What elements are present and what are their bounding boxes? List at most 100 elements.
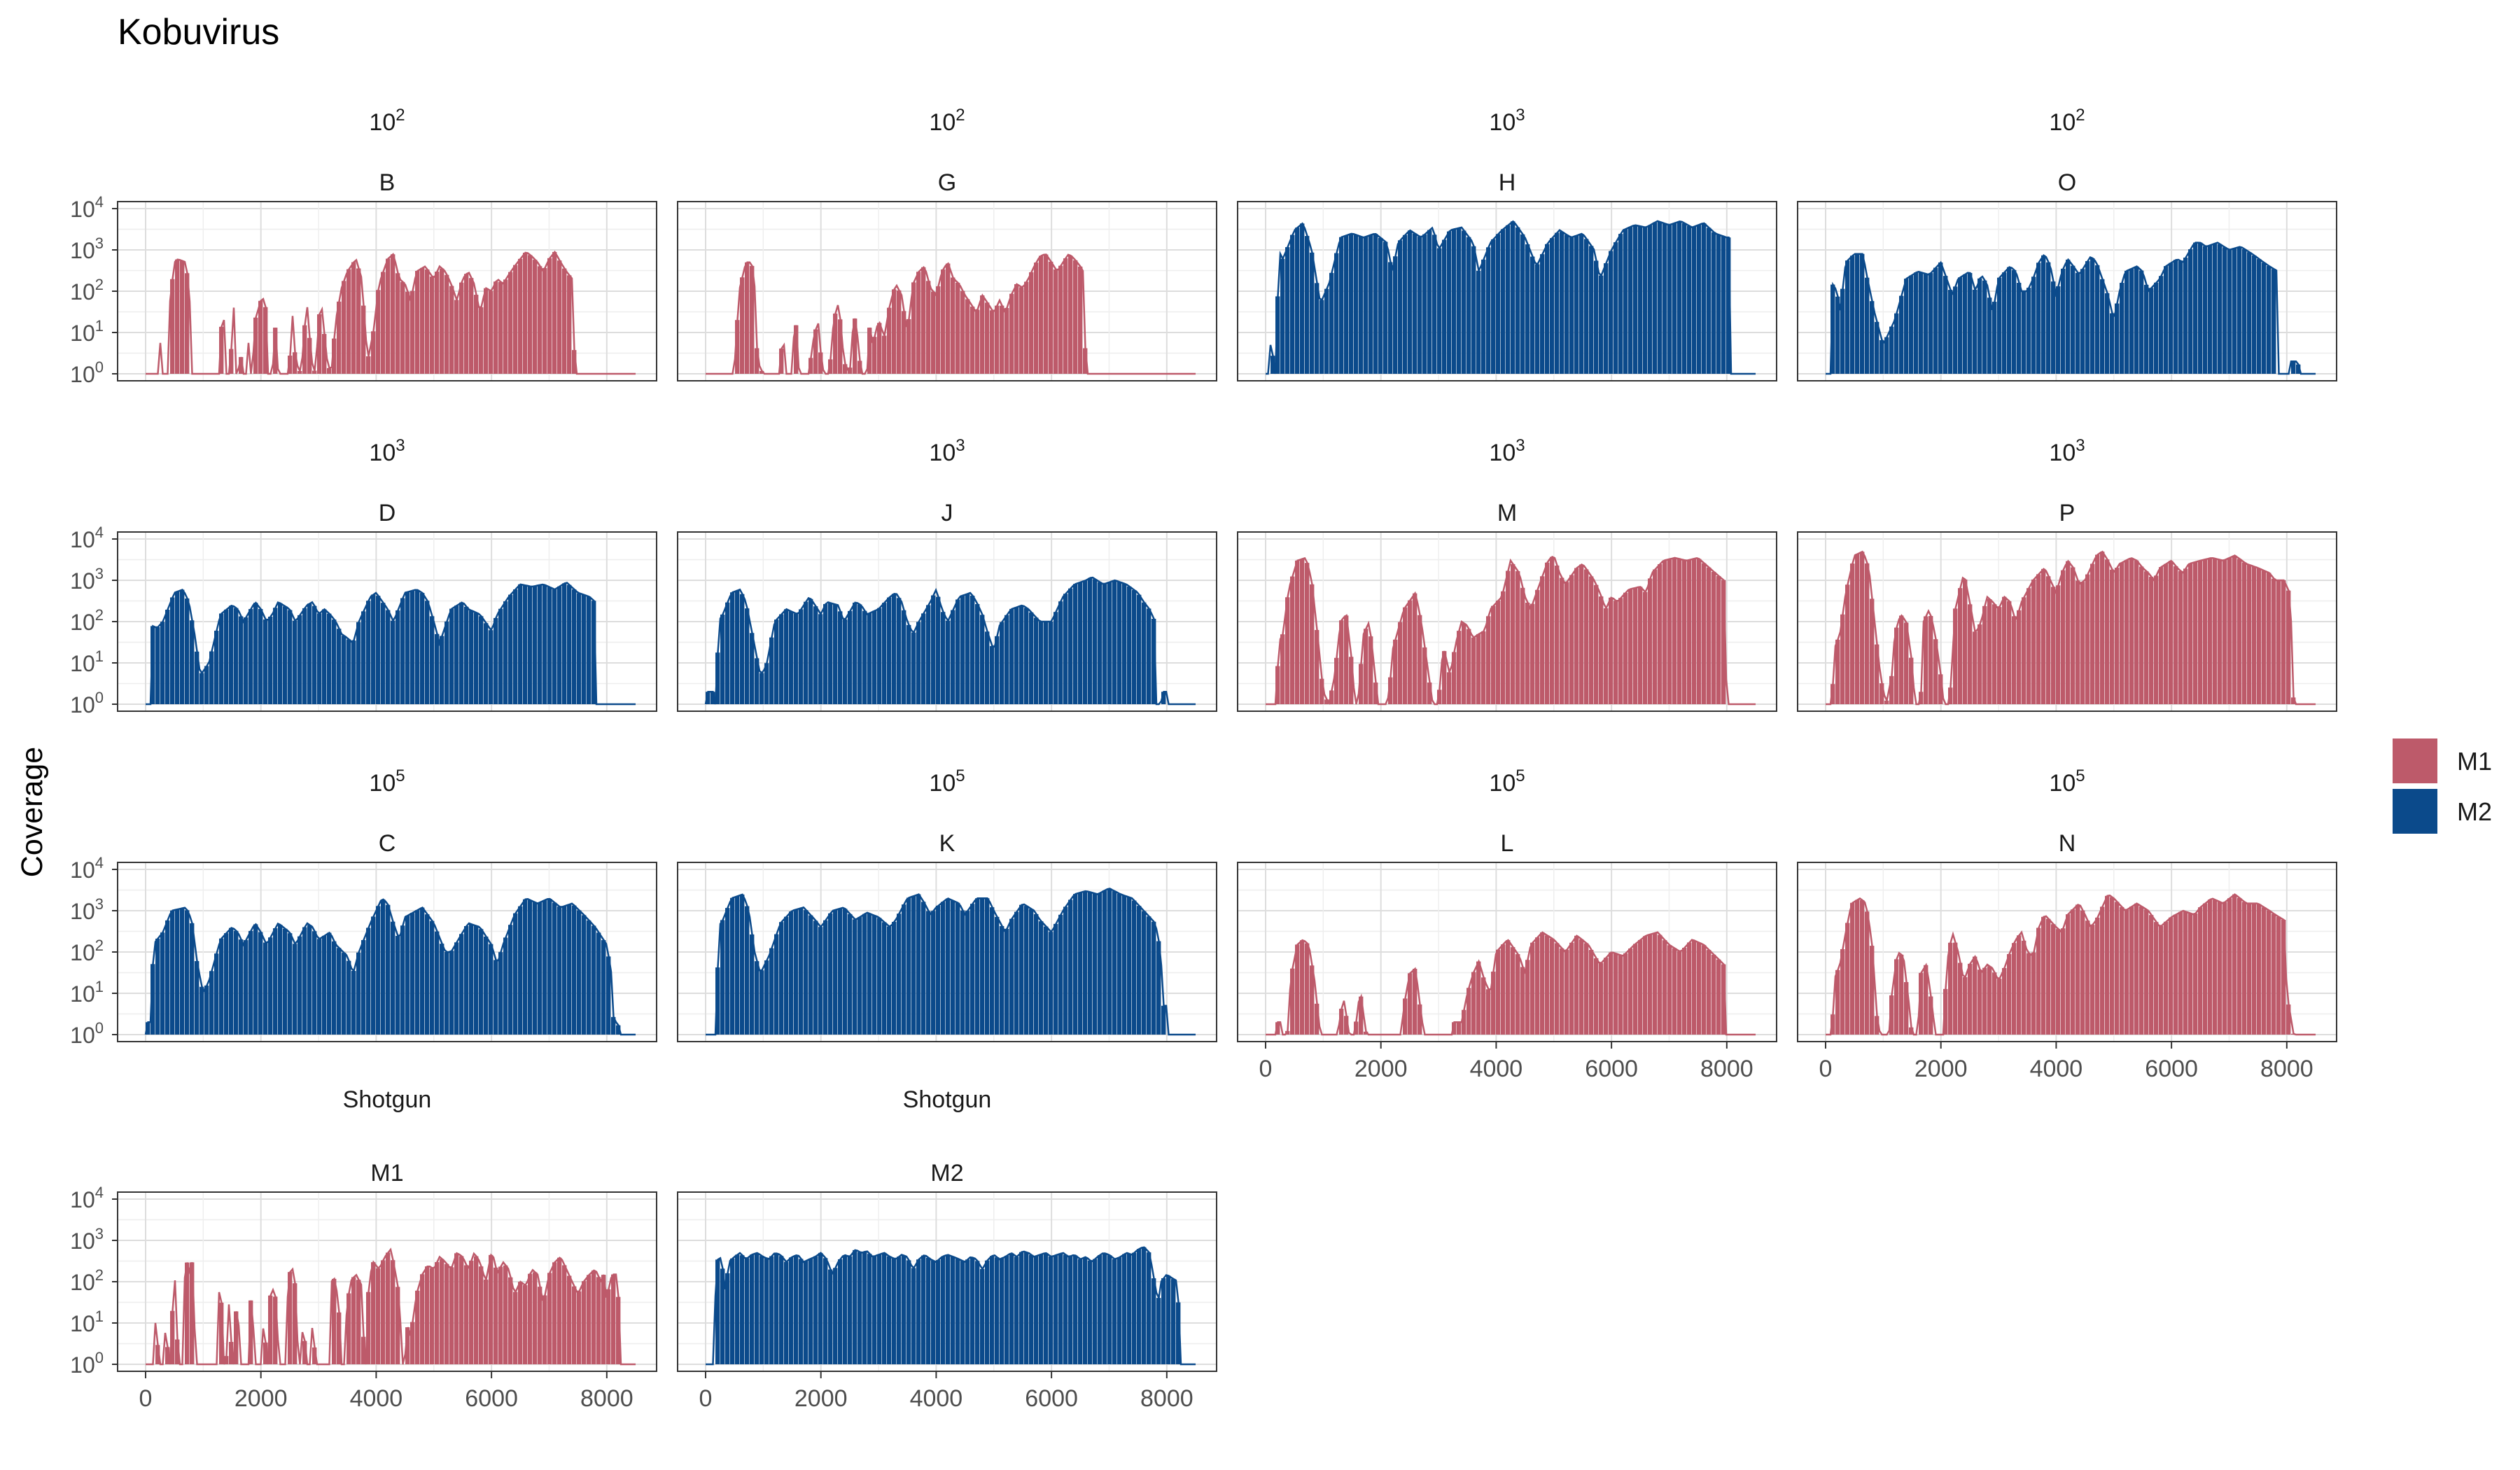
coverage-bar — [2085, 920, 2090, 1035]
coverage-bar — [828, 603, 833, 704]
coverage-bar — [430, 1268, 435, 1364]
coverage-bar — [750, 633, 755, 704]
coverage-bar — [1014, 607, 1019, 704]
coverage-bar — [396, 610, 400, 704]
coverage-bar — [195, 960, 200, 1035]
coverage-bar — [562, 906, 567, 1035]
coverage-bar — [1560, 578, 1564, 704]
coverage-bar — [479, 1266, 484, 1364]
coverage-bar — [1339, 237, 1344, 374]
coverage-bar — [2188, 913, 2193, 1035]
coverage-bar — [2247, 565, 2252, 704]
coverage-bar — [720, 614, 725, 704]
coverage-bar — [1953, 608, 1958, 704]
coverage-bar — [2120, 906, 2124, 1035]
coverage-bar — [1073, 260, 1078, 374]
facet-panel-L: 105 L 0 2000 4000 6000 8000 — [1237, 766, 1777, 1082]
coverage-bar — [750, 934, 755, 1035]
coverage-bar — [1044, 1253, 1049, 1364]
coverage-bar — [513, 1292, 518, 1364]
coverage-bar — [1914, 272, 1919, 374]
coverage-bar — [764, 663, 769, 704]
coverage-bar — [1855, 899, 1860, 1035]
coverage-bar — [1462, 623, 1466, 704]
coverage-bar — [1973, 631, 1977, 704]
coverage-bar — [725, 1273, 730, 1364]
coverage-bar — [2174, 914, 2178, 1035]
coverage-bar — [1909, 275, 1914, 374]
coverage-bar — [1466, 629, 1471, 704]
coverage-bar — [1899, 295, 1904, 374]
coverage-bar — [735, 320, 740, 374]
coverage-bar — [1280, 258, 1285, 374]
coverage-bar — [1093, 893, 1098, 1035]
coverage-bar — [405, 291, 410, 374]
coverage-bar — [706, 692, 710, 704]
coverage-bar — [1359, 664, 1364, 704]
coverage-bar — [2090, 925, 2095, 1035]
coverage-bar — [239, 939, 244, 1035]
coverage-bar — [794, 613, 799, 704]
coverage-bar — [872, 337, 877, 374]
x-tick-label: 2000 — [794, 1385, 848, 1412]
coverage-bar — [1383, 241, 1388, 374]
coverage-bar — [2272, 578, 2276, 704]
coverage-bar — [263, 307, 268, 374]
coverage-bar — [970, 904, 975, 1035]
coverage-bar — [2022, 940, 2026, 1035]
coverage-bar — [1830, 1014, 1835, 1035]
coverage-bar — [2085, 261, 2090, 374]
coverage-bar — [1354, 1021, 1359, 1035]
coverage-bar — [1039, 921, 1044, 1035]
coverage-bar — [858, 604, 862, 704]
coverage-bar — [518, 906, 523, 1035]
coverage-bar — [902, 610, 906, 704]
coverage-bar — [2164, 921, 2169, 1035]
coverage-bar — [572, 1286, 577, 1364]
coverage-bar — [1029, 612, 1034, 704]
coverage-bar — [1044, 926, 1049, 1035]
coverage-bar — [224, 609, 229, 704]
coverage-bar — [867, 913, 872, 1035]
coverage-bar — [1019, 904, 1024, 1035]
coverage-bar — [185, 910, 190, 1035]
coverage-bar — [1667, 559, 1672, 704]
coverage-bar — [454, 1253, 459, 1364]
coverage-bar — [975, 603, 980, 704]
coverage-bar — [1653, 932, 1658, 1035]
coverage-bar — [2178, 570, 2183, 704]
coverage-bar — [1870, 946, 1875, 1035]
coverage-bar — [190, 1262, 195, 1364]
coverage-bar — [1290, 234, 1295, 374]
coverage-bar — [1535, 937, 1540, 1035]
coverage-bar — [459, 282, 464, 374]
coverage-bar — [356, 622, 361, 704]
coverage-bar — [513, 265, 518, 374]
coverage-bar — [1840, 948, 1845, 1035]
coverage-bar — [234, 1311, 239, 1364]
coverage-bar — [1535, 589, 1540, 704]
coverage-bar — [493, 960, 498, 1035]
coverage-bar — [1860, 900, 1865, 1035]
coverage-bar — [1068, 255, 1073, 374]
coverage-bar — [2051, 587, 2056, 704]
coverage-bar — [2134, 903, 2139, 1035]
coverage-bar — [1132, 900, 1137, 1035]
coverage-bar — [1638, 587, 1643, 704]
coverage-bar — [774, 934, 779, 1035]
coverage-bar — [1540, 576, 1545, 704]
coverage-bar — [464, 274, 469, 374]
coverage-bar — [1127, 897, 1132, 1035]
coverage-bar — [1672, 223, 1677, 374]
coverage-bar — [2183, 568, 2188, 704]
facet-panel-D: 103 D 100 101 102 103 104 — [70, 436, 657, 718]
coverage-bar — [740, 894, 745, 1035]
coverage-bar — [1623, 229, 1628, 374]
coverage-bar — [2144, 909, 2149, 1035]
coverage-bar — [760, 1256, 764, 1364]
panel-border — [1237, 862, 1777, 1042]
coverage-bar — [175, 1339, 180, 1364]
coverage-bar — [779, 922, 784, 1035]
coverage-bar — [828, 1269, 833, 1364]
coverage-bar — [2174, 260, 2178, 374]
